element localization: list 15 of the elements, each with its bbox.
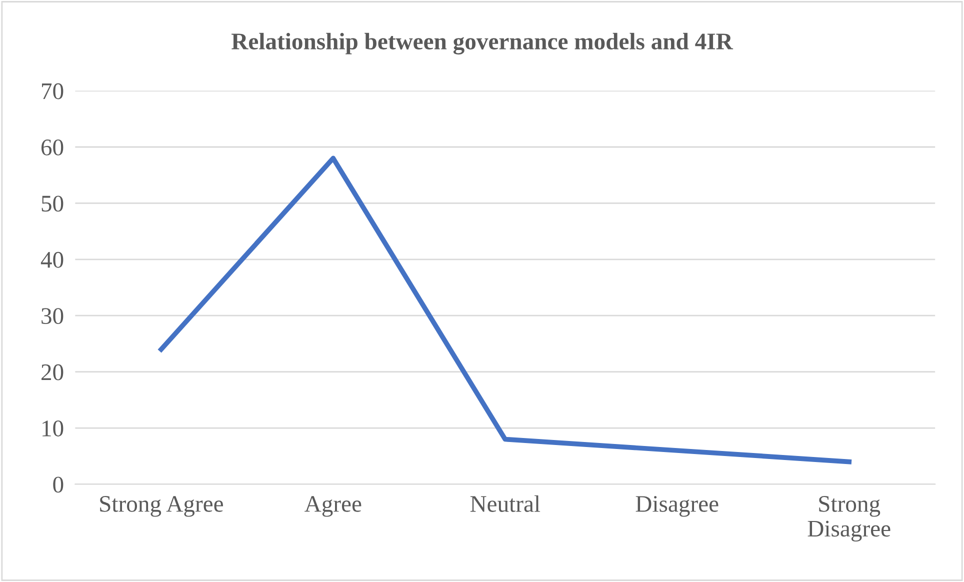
line-series [158, 156, 852, 464]
y-tick-label: 0 [53, 476, 64, 493]
x-tick-label: Strong Disagree [808, 496, 890, 542]
y-tick-label: 10 [42, 420, 64, 436]
y-tick-label: 20 [42, 364, 64, 380]
chart-title: Relationship between governance models and 4IR [232, 32, 734, 54]
x-tick-label: Agree [304, 496, 362, 517]
x-tick-label: Disagree [636, 496, 718, 517]
y-tick-label: 30 [42, 308, 64, 324]
y-tick-label: 60 [41, 139, 64, 156]
x-tick-label: Strong Agree [100, 496, 223, 517]
x-tick-label: Neutral [470, 495, 540, 512]
y-tick-label: 70 [42, 83, 64, 100]
y-tick-label: 40 [40, 252, 64, 268]
y-tick-label: 50 [42, 196, 64, 212]
